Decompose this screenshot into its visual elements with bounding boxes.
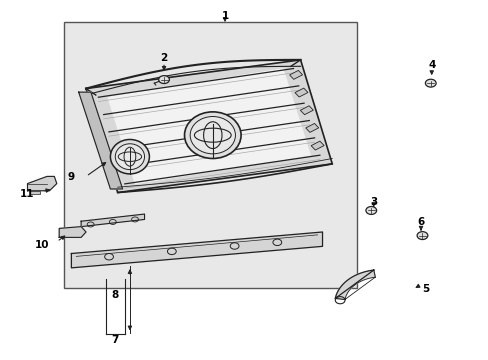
Bar [289,71,302,79]
Polygon shape [59,226,86,237]
Polygon shape [335,270,375,300]
Text: 11: 11 [20,189,35,199]
Polygon shape [71,232,322,268]
Ellipse shape [190,117,235,154]
Bar [64,22,356,288]
Text: 6: 6 [417,217,424,227]
Bar [294,88,307,97]
Text: 9: 9 [68,172,75,183]
Text: 5: 5 [422,284,428,294]
Polygon shape [79,92,122,189]
Circle shape [416,231,427,239]
Text: 10: 10 [35,239,49,249]
Text: 2: 2 [160,53,167,63]
Ellipse shape [110,139,149,174]
Text: 3: 3 [369,197,377,207]
Ellipse shape [184,112,241,158]
Bar [305,123,318,132]
Circle shape [365,207,376,215]
Text: 7: 7 [111,335,119,345]
Polygon shape [81,214,144,226]
Bar [30,191,40,194]
Polygon shape [86,60,331,193]
Bar [310,141,324,150]
Text: 8: 8 [111,291,119,301]
Polygon shape [108,69,309,184]
Circle shape [158,76,169,84]
Text: 1: 1 [221,11,228,21]
Bar [300,106,313,115]
Circle shape [425,79,435,87]
Ellipse shape [115,144,144,170]
Polygon shape [27,176,57,191]
Text: 4: 4 [427,60,434,70]
